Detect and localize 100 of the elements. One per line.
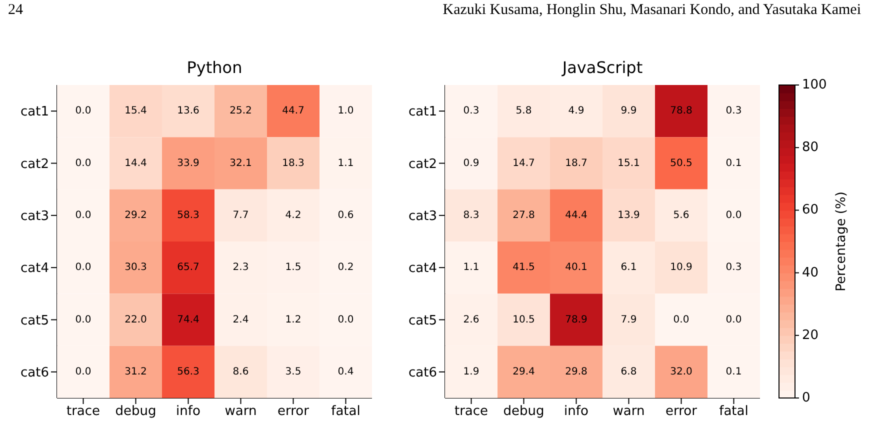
data-label: 4.2	[285, 210, 302, 221]
data-label: 41.5	[512, 262, 535, 274]
color-bar-title: Percentage (%)	[834, 192, 849, 292]
chart-title: JavaScript	[560, 58, 644, 77]
x-tick-label: error	[666, 404, 698, 420]
data-label: 50.5	[670, 158, 692, 169]
y-tick-label: cat5	[408, 313, 437, 328]
data-label: 31.2	[124, 366, 147, 378]
x-tick-label: debug	[115, 404, 156, 420]
data-label: 0.0	[75, 262, 92, 274]
data-label: 65.7	[177, 262, 200, 274]
data-label: 0.0	[673, 314, 690, 326]
data-label: 9.9	[620, 106, 637, 117]
y-tick-label: cat6	[408, 366, 437, 381]
y-tick-label: cat5	[20, 313, 49, 328]
data-label: 32.1	[230, 158, 252, 169]
data-label: 0.0	[75, 158, 92, 169]
x-tick-label: info	[564, 404, 588, 420]
data-label: 10.9	[670, 262, 692, 274]
color-bar-label: 80	[802, 140, 819, 156]
color-bar-label: 40	[802, 265, 819, 280]
color-bar-label: 60	[802, 202, 819, 218]
data-label: 14.4	[124, 158, 147, 169]
data-label: 4.9	[568, 106, 584, 117]
data-label: 6.8	[620, 366, 637, 378]
data-label: 78.8	[670, 106, 692, 117]
data-label: 10.5	[512, 314, 535, 326]
data-label: 30.3	[124, 262, 147, 274]
y-tick-label: cat3	[408, 209, 437, 224]
data-label: 27.8	[512, 210, 535, 221]
data-label: 15.4	[124, 106, 147, 117]
data-label: 0.1	[726, 366, 742, 378]
x-tick-label: trace	[454, 404, 488, 420]
data-label: 1.5	[285, 262, 302, 274]
data-label: 0.3	[726, 106, 742, 117]
data-label: 25.2	[230, 106, 252, 117]
data-label: 29.4	[512, 366, 535, 378]
data-label: 0.1	[726, 158, 742, 169]
y-tick-label: cat3	[20, 209, 49, 224]
data-label: 18.3	[282, 158, 304, 169]
y-tick-label: cat2	[20, 156, 49, 172]
data-label: 0.6	[338, 210, 354, 221]
data-label: 7.9	[620, 314, 637, 326]
data-label: 56.3	[177, 366, 200, 378]
data-label: 22.0	[124, 314, 147, 326]
data-label: 44.7	[282, 106, 304, 117]
data-label: 13.9	[618, 210, 640, 221]
data-label: 29.2	[124, 210, 147, 221]
data-label: 6.1	[620, 262, 637, 274]
x-tick-label: error	[278, 404, 310, 420]
data-label: 29.8	[565, 366, 588, 378]
data-label: 3.5	[285, 366, 302, 378]
data-label: 0.0	[726, 210, 742, 221]
text: 24	[8, 2, 23, 19]
data-label: 2.6	[463, 314, 480, 326]
data-label: 5.8	[516, 106, 532, 117]
color-bar-label: 20	[802, 328, 819, 343]
data-label: 1.1	[338, 158, 354, 169]
data-label: 32.0	[670, 366, 692, 378]
data-label: 0.0	[75, 106, 92, 117]
data-label: 0.2	[338, 262, 354, 274]
data-label: 40.1	[565, 262, 588, 274]
data-label: 0.0	[75, 366, 92, 378]
data-label: 8.3	[463, 210, 480, 221]
data-label: 8.6	[232, 366, 249, 378]
data-label: 74.4	[177, 314, 200, 326]
data-label: 0.0	[75, 314, 92, 326]
y-tick-label: cat4	[408, 261, 437, 276]
color-bar-label: 100	[802, 78, 827, 92]
data-label: 1.9	[463, 366, 480, 378]
data-label: 14.7	[512, 158, 535, 169]
data-label: 1.2	[285, 314, 302, 326]
y-tick-label: cat4	[20, 261, 49, 276]
data-label: 13.6	[177, 106, 200, 117]
data-label: 0.0	[75, 210, 92, 221]
data-label: 1.1	[463, 262, 480, 274]
data-label: 18.7	[565, 158, 588, 169]
x-tick-label: debug	[503, 404, 544, 420]
data-label: 78.9	[565, 314, 588, 326]
data-label: 44.4	[565, 210, 588, 221]
x-tick-label: warn	[612, 404, 645, 420]
chart-title: Python	[186, 58, 244, 77]
data-label: 33.9	[177, 158, 200, 169]
data-label: 1.0	[338, 106, 354, 117]
data-label: 0.3	[726, 262, 742, 274]
data-label: 2.3	[232, 262, 249, 274]
y-tick-label: cat6	[20, 366, 49, 381]
data-label: 0.0	[726, 314, 742, 326]
data-label: 5.6	[673, 210, 690, 221]
data-label: 0.0	[338, 314, 354, 326]
color-bar-label: 0	[802, 390, 810, 406]
y-tick-label: cat1	[408, 104, 437, 120]
x-tick-label: fatal	[331, 404, 360, 420]
x-tick-label: info	[176, 404, 200, 420]
x-tick-label: warn	[224, 404, 257, 420]
text: Kazuki Kusama, Honglin Shu, Masanari Kondo, and Yasutaka Kamei	[442, 2, 861, 19]
data-label: 2.4	[232, 314, 249, 326]
x-tick-label: trace	[66, 404, 100, 420]
data-label: 7.7	[232, 210, 249, 221]
data-label: 0.4	[338, 366, 354, 378]
